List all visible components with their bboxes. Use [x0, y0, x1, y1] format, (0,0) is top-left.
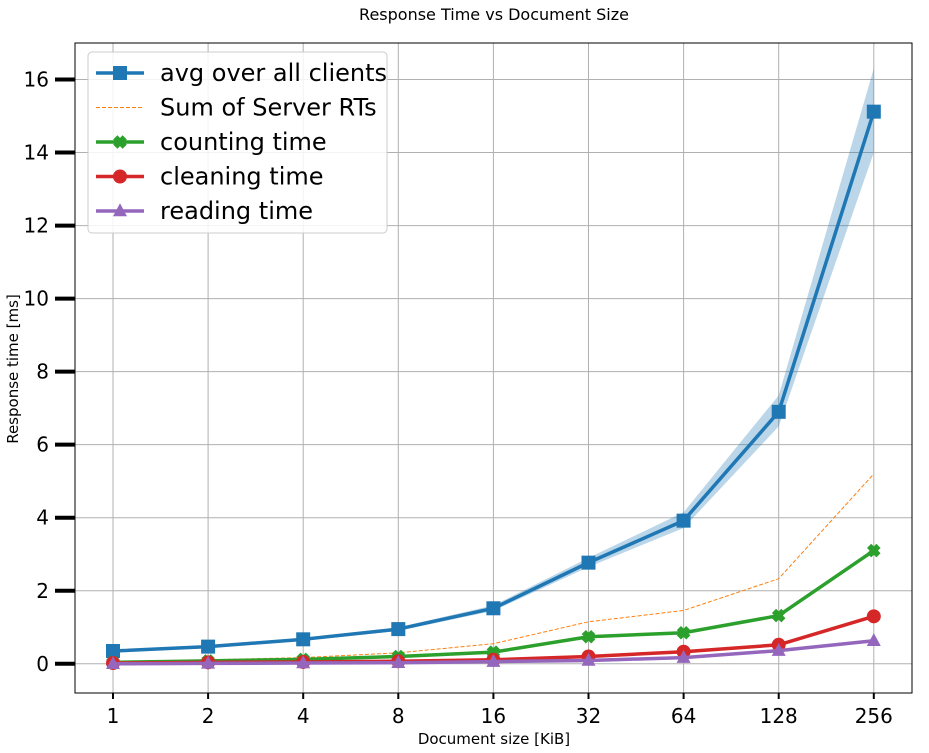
x-tick-label: 16 [481, 704, 506, 728]
x-tick-label: 128 [760, 704, 798, 728]
y-tick-label: 0 [36, 652, 49, 676]
data-point [581, 652, 596, 666]
legend-marker [113, 203, 127, 217]
series-4 [106, 633, 881, 670]
data-point [676, 649, 691, 663]
legend-item-0: avg over all clients [96, 59, 387, 87]
data-point [581, 555, 596, 570]
y-tick-label: 10 [24, 287, 49, 311]
legend-label: reading time [160, 197, 313, 225]
x-tick-label: 4 [297, 704, 310, 728]
legend-label: avg over all clients [160, 59, 387, 87]
data-point [201, 655, 216, 669]
legend-item-3: cleaning time [96, 163, 324, 191]
y-tick-label: 14 [24, 141, 49, 165]
series-0 [106, 104, 881, 659]
data-point [866, 633, 881, 647]
data-point [486, 601, 501, 616]
data-point [296, 632, 311, 647]
data-point [486, 653, 501, 667]
y-axis-label: Response time [ms] [4, 294, 22, 444]
data-point [581, 629, 596, 644]
data-point [676, 625, 691, 640]
legend-item-1: Sum of Server RTs [96, 94, 377, 122]
legend-marker [113, 169, 127, 184]
y-tick-label: 6 [36, 433, 49, 457]
y-tick-label: 2 [36, 579, 49, 603]
data-point [866, 609, 881, 624]
legend-label: counting time [160, 128, 327, 156]
data-point [866, 104, 881, 119]
data-point [867, 543, 881, 558]
data-point [391, 654, 406, 668]
legend: avg over all clients Sum of Server RTs cou… [87, 51, 388, 234]
legend-label: cleaning time [160, 163, 324, 191]
legend-marker [113, 66, 127, 80]
legend-box [87, 51, 388, 234]
x-tick-label: 32 [576, 704, 601, 728]
data-point [676, 513, 691, 528]
y-tick-label: 16 [24, 68, 49, 92]
x-axis-label: Document size [KiB] [418, 730, 570, 748]
series-layer [106, 104, 881, 671]
data-point [106, 656, 120, 670]
legend-item-2: counting time [96, 128, 327, 156]
legend-item-4: reading time [96, 197, 313, 225]
y-tick-label: 4 [36, 506, 49, 530]
x-tick-label: 1 [107, 704, 120, 728]
y-tick-label: 12 [24, 214, 49, 238]
data-point [391, 622, 406, 637]
y-tick-label: 8 [36, 360, 49, 384]
data-point [106, 644, 120, 659]
data-point [771, 642, 786, 656]
legend-label: Sum of Server RTs [160, 94, 377, 122]
grid [75, 43, 912, 693]
x-tick-label: 2 [202, 704, 215, 728]
data-point [296, 655, 311, 669]
x-tick-label: 64 [671, 704, 696, 728]
x-tick-label: 8 [392, 704, 405, 728]
chart-title: Response Time vs Document Size [359, 5, 629, 24]
x-tick-label: 256 [855, 704, 893, 728]
data-point [771, 608, 786, 623]
data-point [771, 404, 786, 419]
data-point [201, 639, 216, 654]
legend-marker [113, 135, 127, 149]
